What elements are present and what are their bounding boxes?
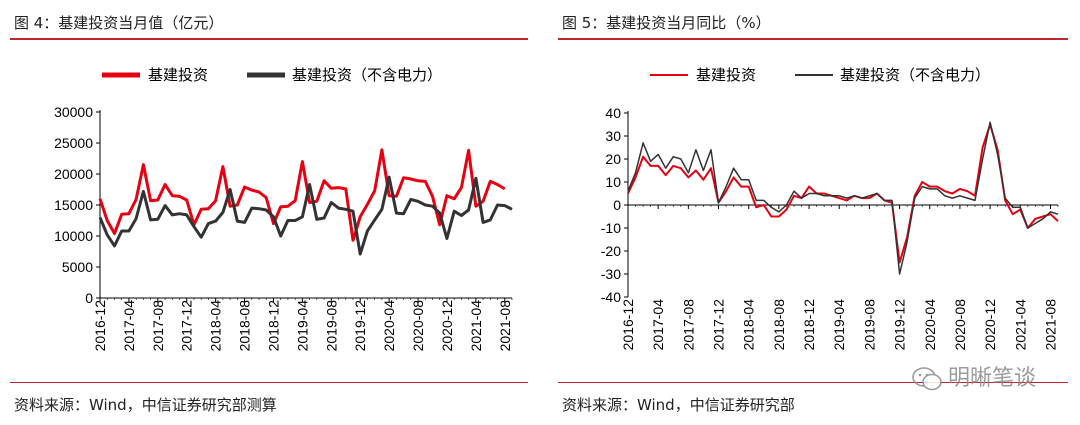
x-tick-label: 2021-04: [468, 300, 484, 352]
x-tick-label: 2016-12: [92, 300, 108, 352]
x-tick-label: 2021-08: [1042, 299, 1058, 351]
x-tick-label: 2020-08: [952, 299, 968, 351]
x-tick-label: 2019-04: [294, 300, 310, 352]
x-tick-label: 2019-12: [352, 300, 368, 352]
y-tick-label: -30: [601, 266, 621, 282]
legend-label-2: 基建投资（不含电力）: [292, 66, 442, 84]
legend-label-2: 基建投资（不含电力）: [840, 66, 990, 84]
y-tick-label: 20000: [54, 166, 93, 182]
x-tick-label: 2017-08: [680, 299, 696, 351]
figure-5-bottom-rule: [558, 382, 1068, 383]
x-tick-label: 2018-04: [741, 299, 757, 351]
series-line-2: [98, 175, 513, 256]
y-tick-label: 15000: [54, 197, 93, 213]
x-tick-label: 2020-12: [439, 300, 455, 352]
x-tick-label: 2017-12: [179, 300, 195, 352]
figure-4-title: 图 4：基建投资当月值（亿元）: [14, 14, 224, 32]
y-tick-label: -10: [601, 220, 621, 236]
y-tick-label: 0: [613, 197, 621, 213]
y-tick-label: -20: [601, 243, 621, 259]
figure-5-top-rule: [558, 38, 1068, 40]
x-tick-label: 2019-04: [831, 299, 847, 351]
figure-4-bottom-rule: [10, 382, 528, 383]
x-tick-label: 2020-04: [381, 300, 397, 352]
y-tick-label: 20: [605, 151, 621, 167]
figure-4-source: 资料来源：Wind，中信证券研究部测算: [14, 396, 277, 414]
x-tick-label: 2019-12: [892, 299, 908, 351]
wechat-icon: [912, 367, 942, 391]
x-tick-label: 2018-08: [237, 300, 253, 352]
figure-5-title: 图 5：基建投资当月同比（%）: [562, 14, 771, 32]
x-tick-label: 2017-12: [711, 299, 727, 351]
figure-4-top-rule: [10, 38, 528, 40]
y-tick-label: 30: [605, 128, 621, 144]
y-tick-label: 10: [605, 174, 621, 190]
y-tick-label: 5000: [62, 259, 93, 275]
x-tick-label: 2017-04: [650, 299, 666, 351]
watermark-text: 明晰笔谈: [947, 366, 1036, 391]
x-tick-label: 2021-08: [497, 300, 513, 352]
series-line-2: [627, 121, 1059, 275]
x-tick-label: 2019-08: [323, 300, 339, 352]
figure-4-panel: 图 4：基建投资当月值（亿元） 基建投资 基建投资（不含电力） 0 5000 10000…: [10, 14, 528, 414]
figure-5-source: 资料来源：Wind，中信证券研究部: [562, 396, 795, 414]
legend-label-1: 基建投资: [696, 66, 756, 84]
figure-4-chart: 基建投资 基建投资（不含电力） 0 5000 10000 15000 20000 25000 3…: [54, 66, 513, 352]
y-tick-label: -40: [601, 289, 621, 305]
figure-5-chart: 基建投资 基建投资（不含电力） -40 -30 -20 -10 0 10 20 30 40 2016-…: [601, 66, 1059, 351]
y-tick-label: 30000: [54, 104, 93, 120]
x-tick-label: 2020-12: [982, 299, 998, 351]
y-tick-label: 25000: [54, 135, 93, 151]
y-tick-label: 0: [85, 290, 93, 306]
x-tick-label: 2021-04: [1012, 299, 1028, 351]
x-tick-label: 2018-04: [208, 300, 224, 352]
wechat-watermark: 明晰笔谈: [912, 360, 1036, 392]
y-tick-label: 10000: [54, 228, 93, 244]
x-tick-label: 2018-12: [265, 300, 281, 352]
x-tick-label: 2020-08: [410, 300, 426, 352]
x-tick-label: 2017-08: [150, 300, 166, 352]
legend-label-1: 基建投资: [148, 66, 208, 84]
x-tick-label: 2020-04: [922, 299, 938, 351]
x-tick-label: 2016-12: [620, 299, 636, 351]
y-tick-label: 40: [605, 105, 621, 121]
series-line-1: [627, 123, 1059, 264]
x-tick-label: 2019-08: [861, 299, 877, 351]
figure-5-panel: 图 5：基建投资当月同比（%） 基建投资 基建投资（不含电力） -40 -30 -20 -…: [548, 0, 1080, 425]
x-tick-label: 2017-04: [121, 300, 137, 352]
x-tick-label: 2018-12: [801, 299, 817, 351]
x-tick-label: 2018-08: [771, 299, 787, 351]
